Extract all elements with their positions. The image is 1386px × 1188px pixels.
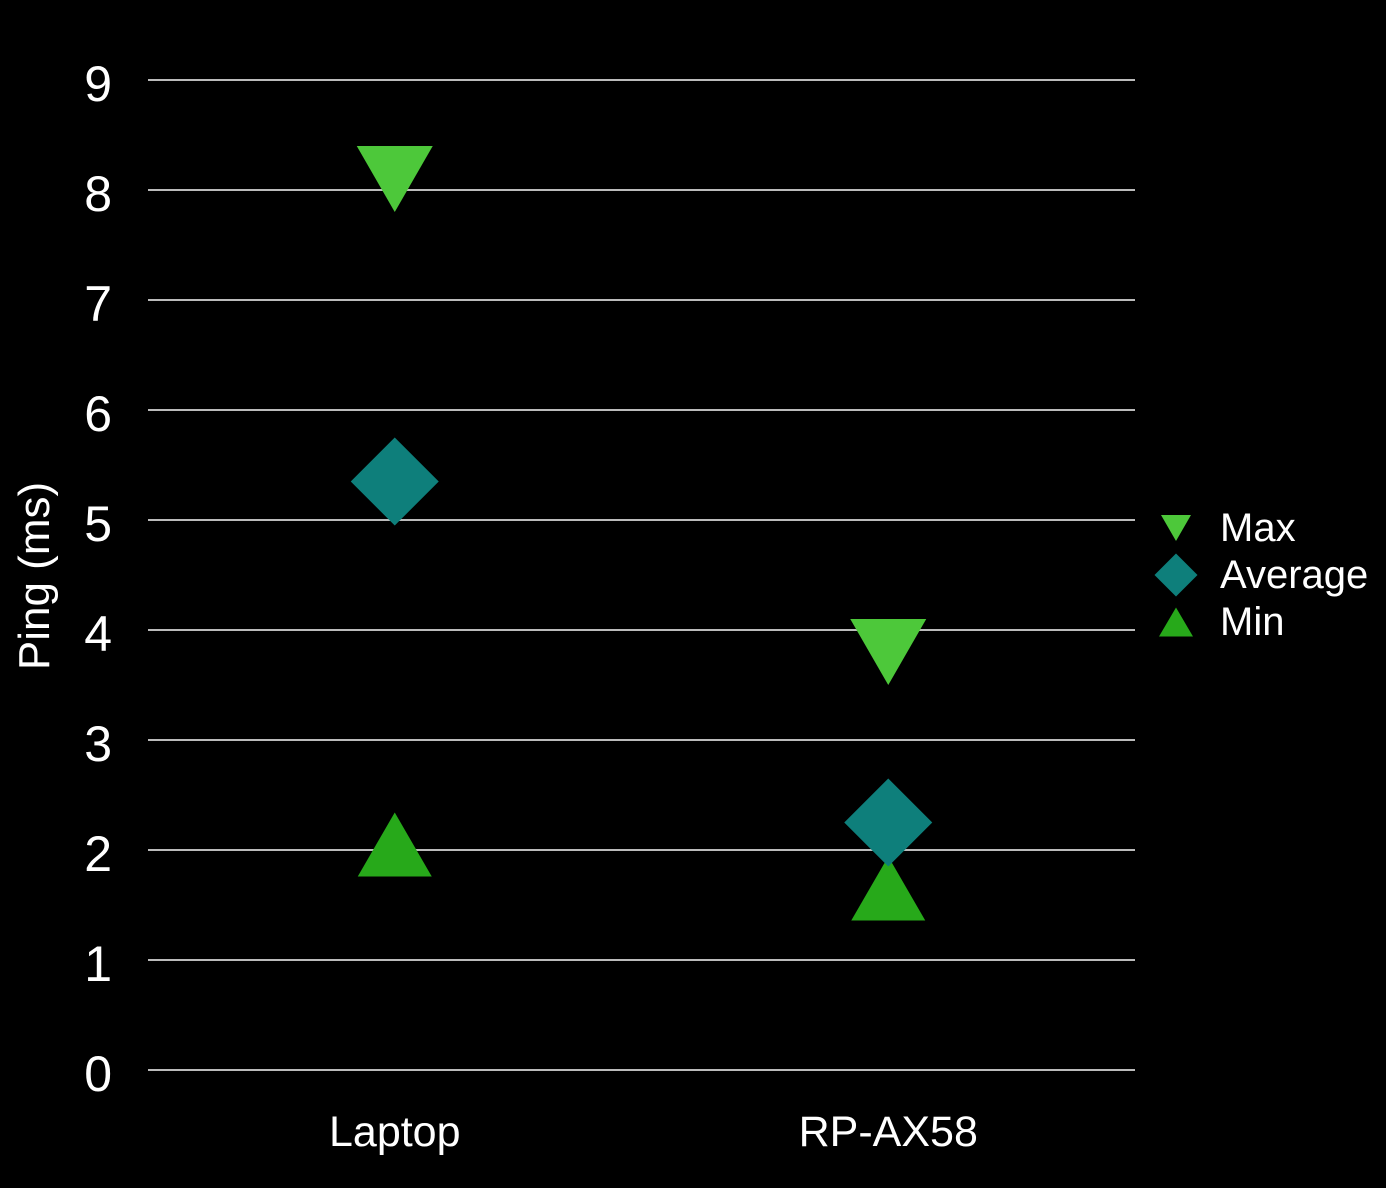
legend: Max Average Min bbox=[1152, 505, 1368, 645]
legend-triangle-up-icon bbox=[1152, 599, 1200, 645]
legend-item-average: Average bbox=[1152, 552, 1368, 598]
marker-min-rp-ax58 bbox=[851, 856, 926, 921]
y-tick-label: 6 bbox=[84, 386, 112, 442]
y-tick-label: 7 bbox=[84, 276, 112, 332]
marker-average-rp-ax58 bbox=[844, 778, 933, 867]
legend-label-average: Average bbox=[1220, 553, 1369, 597]
marker-max-rp-ax58 bbox=[850, 619, 927, 685]
y-tick-label: 1 bbox=[84, 936, 112, 992]
legend-label-min: Min bbox=[1220, 600, 1285, 644]
y-tick-label: 4 bbox=[84, 606, 112, 662]
y-tick-label: 2 bbox=[84, 826, 112, 882]
x-category-label-rp-ax58: RP-AX58 bbox=[799, 1108, 978, 1156]
y-tick-label: 8 bbox=[84, 166, 112, 222]
x-category-label-laptop: Laptop bbox=[329, 1108, 461, 1156]
legend-item-min: Min bbox=[1152, 599, 1368, 645]
y-axis-title: Ping (ms) bbox=[10, 481, 59, 671]
legend-triangle-down-icon bbox=[1152, 505, 1200, 551]
legend-label-max: Max bbox=[1220, 506, 1296, 550]
y-tick-label: 0 bbox=[84, 1046, 112, 1102]
marker-min-laptop bbox=[357, 812, 432, 877]
marker-average-laptop bbox=[350, 437, 439, 526]
y-tick-label: 3 bbox=[84, 716, 112, 772]
legend-diamond-icon bbox=[1152, 552, 1200, 598]
y-tick-label: 9 bbox=[84, 56, 112, 112]
y-tick-label: 5 bbox=[84, 496, 112, 552]
marker-max-laptop bbox=[356, 146, 433, 212]
legend-item-max: Max bbox=[1152, 505, 1368, 551]
